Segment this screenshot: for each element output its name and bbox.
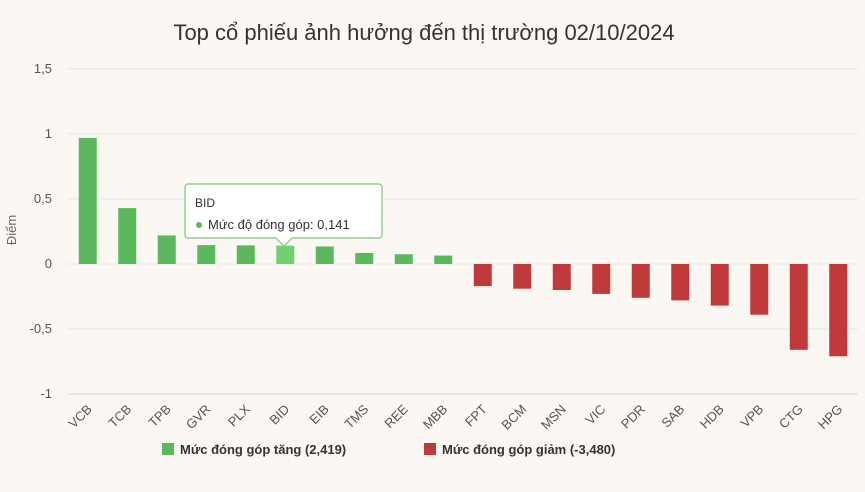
- bar-bid[interactable]: [276, 245, 295, 264]
- bar-hdb[interactable]: [710, 264, 729, 306]
- legend-swatch-increase: [162, 443, 174, 455]
- x-tick-label: FPT: [462, 401, 490, 429]
- x-tick-label: VIC: [582, 402, 608, 428]
- x-tick-label: GVR: [183, 402, 214, 433]
- bar-plx[interactable]: [236, 245, 255, 264]
- bars: [78, 137, 848, 357]
- y-tick-label: -1: [40, 386, 52, 401]
- tooltip-label: Mức độ đóng góp: 0,141: [208, 217, 350, 232]
- bar-sab[interactable]: [671, 264, 690, 301]
- bar-msn[interactable]: [552, 264, 571, 290]
- x-tick-label: BID: [266, 402, 292, 428]
- x-tick-label: HDB: [697, 402, 727, 432]
- bar-ree[interactable]: [394, 254, 413, 264]
- legend-label-decrease: Mức đóng góp giảm (-3,480): [442, 442, 615, 457]
- x-tick-label: MSN: [538, 402, 569, 433]
- x-tick-label: VCB: [65, 402, 95, 432]
- x-tick-label: TCB: [105, 402, 134, 431]
- bar-vpb[interactable]: [750, 264, 769, 315]
- legend-item-increase[interactable]: Mức đóng góp tăng (2,419): [162, 442, 346, 457]
- x-tick-label: TMS: [341, 401, 371, 431]
- chart-title: Top cổ phiếu ảnh hưởng đến thị trường 02…: [173, 20, 674, 45]
- y-tick-label: 0: [45, 256, 52, 271]
- tooltip-pointer: [275, 237, 293, 247]
- x-tick-label: MBB: [420, 402, 451, 433]
- y-tick-label: 1,5: [34, 61, 52, 76]
- legend-swatch-decrease: [424, 443, 436, 455]
- x-tick-label: SAB: [658, 402, 687, 431]
- x-axis-ticks: VCB TCB TPB GVR PLX BID EIB TMS REE MBB FPT BCM MSN V…: [65, 401, 845, 432]
- x-tick-label: TPB: [145, 402, 173, 430]
- x-tick-label: PLX: [225, 401, 253, 429]
- bar-eib[interactable]: [315, 246, 334, 264]
- bar-vic[interactable]: [592, 264, 611, 294]
- bar-tms[interactable]: [355, 252, 374, 264]
- legend-label-increase: Mức đóng góp tăng (2,419): [180, 442, 346, 457]
- x-tick-label: VPB: [737, 402, 766, 431]
- y-axis-ticks: 1,5 1 0,5 0 -0,5 -1: [30, 61, 52, 401]
- bar-vcb[interactable]: [78, 137, 97, 264]
- bar-hpg[interactable]: [829, 264, 848, 357]
- bar-gvr[interactable]: [197, 245, 216, 264]
- bar-fpt[interactable]: [473, 264, 492, 287]
- y-axis-label: Điểm: [4, 215, 19, 245]
- tooltip: BID Mức độ đóng góp: 0,141: [184, 183, 383, 247]
- bar-pdr[interactable]: [631, 264, 650, 298]
- tooltip-title: BID: [195, 196, 215, 210]
- tooltip-pointer-mask: [277, 236, 291, 239]
- bar-bcm[interactable]: [513, 264, 532, 289]
- x-tick-label: HPG: [815, 402, 846, 433]
- legend: Mức đóng góp tăng (2,419) Mức đóng góp g…: [162, 442, 615, 457]
- bar-mbb[interactable]: [434, 255, 453, 264]
- x-tick-label: PDR: [618, 402, 648, 432]
- legend-item-decrease[interactable]: Mức đóng góp giảm (-3,480): [424, 442, 615, 457]
- y-tick-label: 1: [45, 126, 52, 141]
- bar-tcb[interactable]: [118, 208, 137, 264]
- x-tick-label: CTG: [776, 402, 806, 432]
- tooltip-series-dot: [196, 222, 202, 228]
- bar-tpb[interactable]: [157, 235, 176, 264]
- x-tick-label: BCM: [498, 402, 529, 433]
- y-tick-label: 0,5: [34, 191, 52, 206]
- y-tick-label: -0,5: [30, 321, 52, 336]
- bar-ctg[interactable]: [789, 264, 808, 350]
- x-tick-label: EIB: [306, 402, 331, 427]
- x-tick-label: REE: [381, 401, 411, 431]
